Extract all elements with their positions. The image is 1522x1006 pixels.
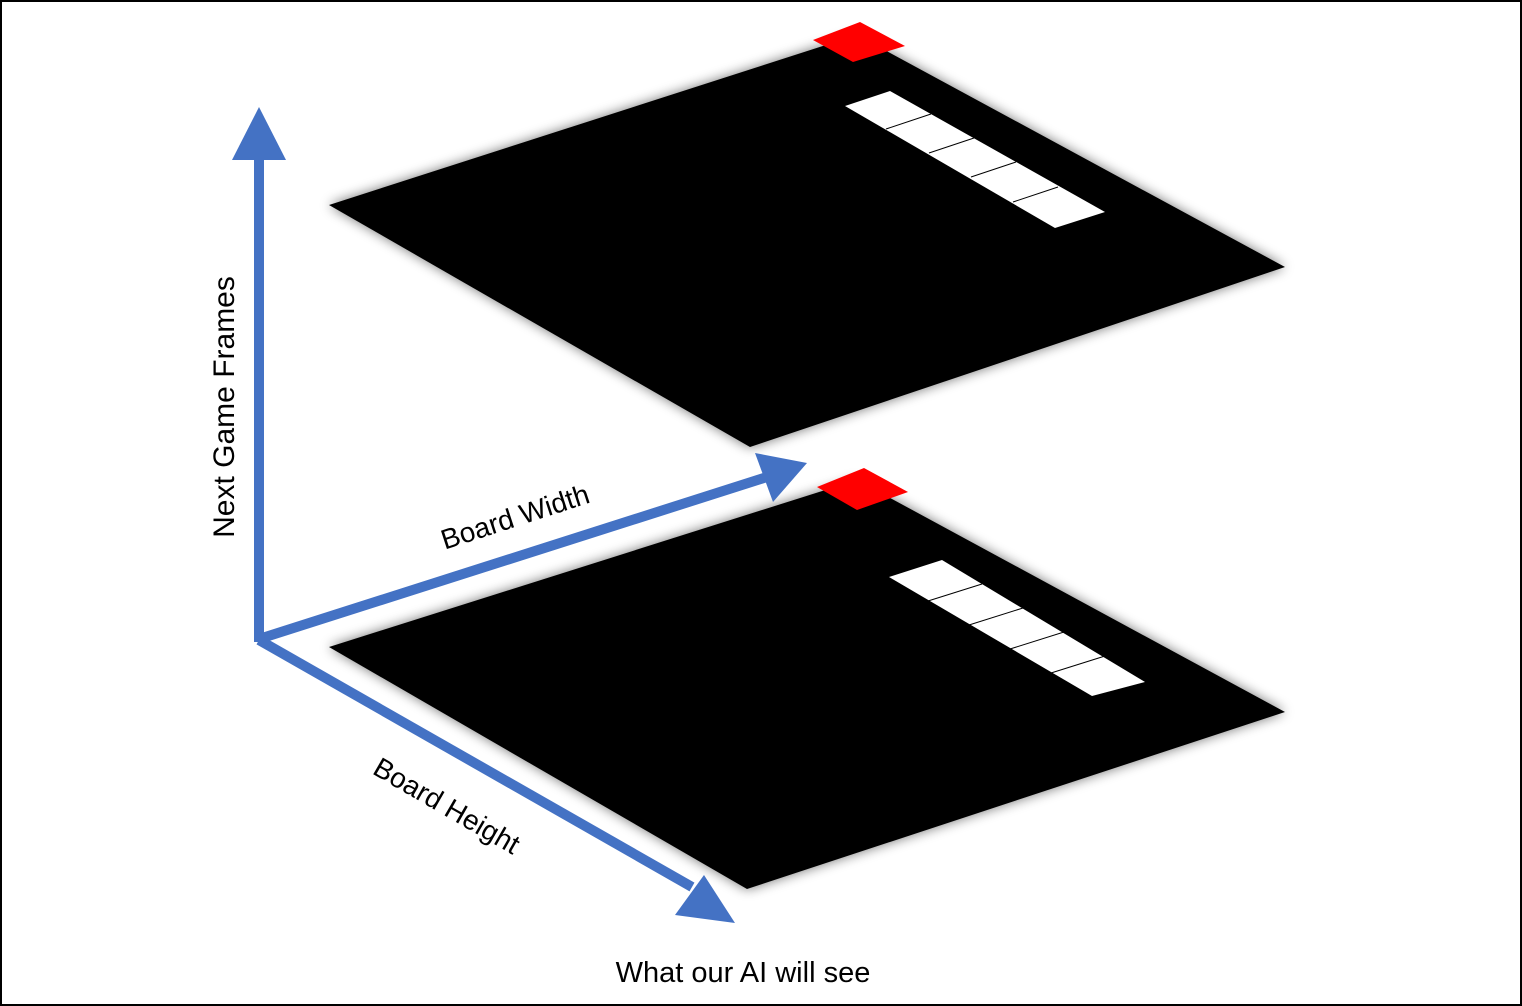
upper-food [813,22,905,62]
upper-snake [845,91,1105,228]
lower-food [817,468,908,510]
height-axis-label: Board Height [368,751,525,860]
axes [232,107,807,923]
caption: What our AI will see [616,957,871,989]
upper-frame [329,22,1285,447]
upper-board [329,35,1285,447]
width-axis-arrow [257,453,807,644]
lower-board [329,480,1285,889]
vertical-axis-arrow [232,107,286,642]
lower-frame [329,468,1285,889]
lower-snake [889,560,1145,696]
vertical-axis-label: Next Game Frames [208,276,241,538]
height-axis-arrow [256,635,735,923]
